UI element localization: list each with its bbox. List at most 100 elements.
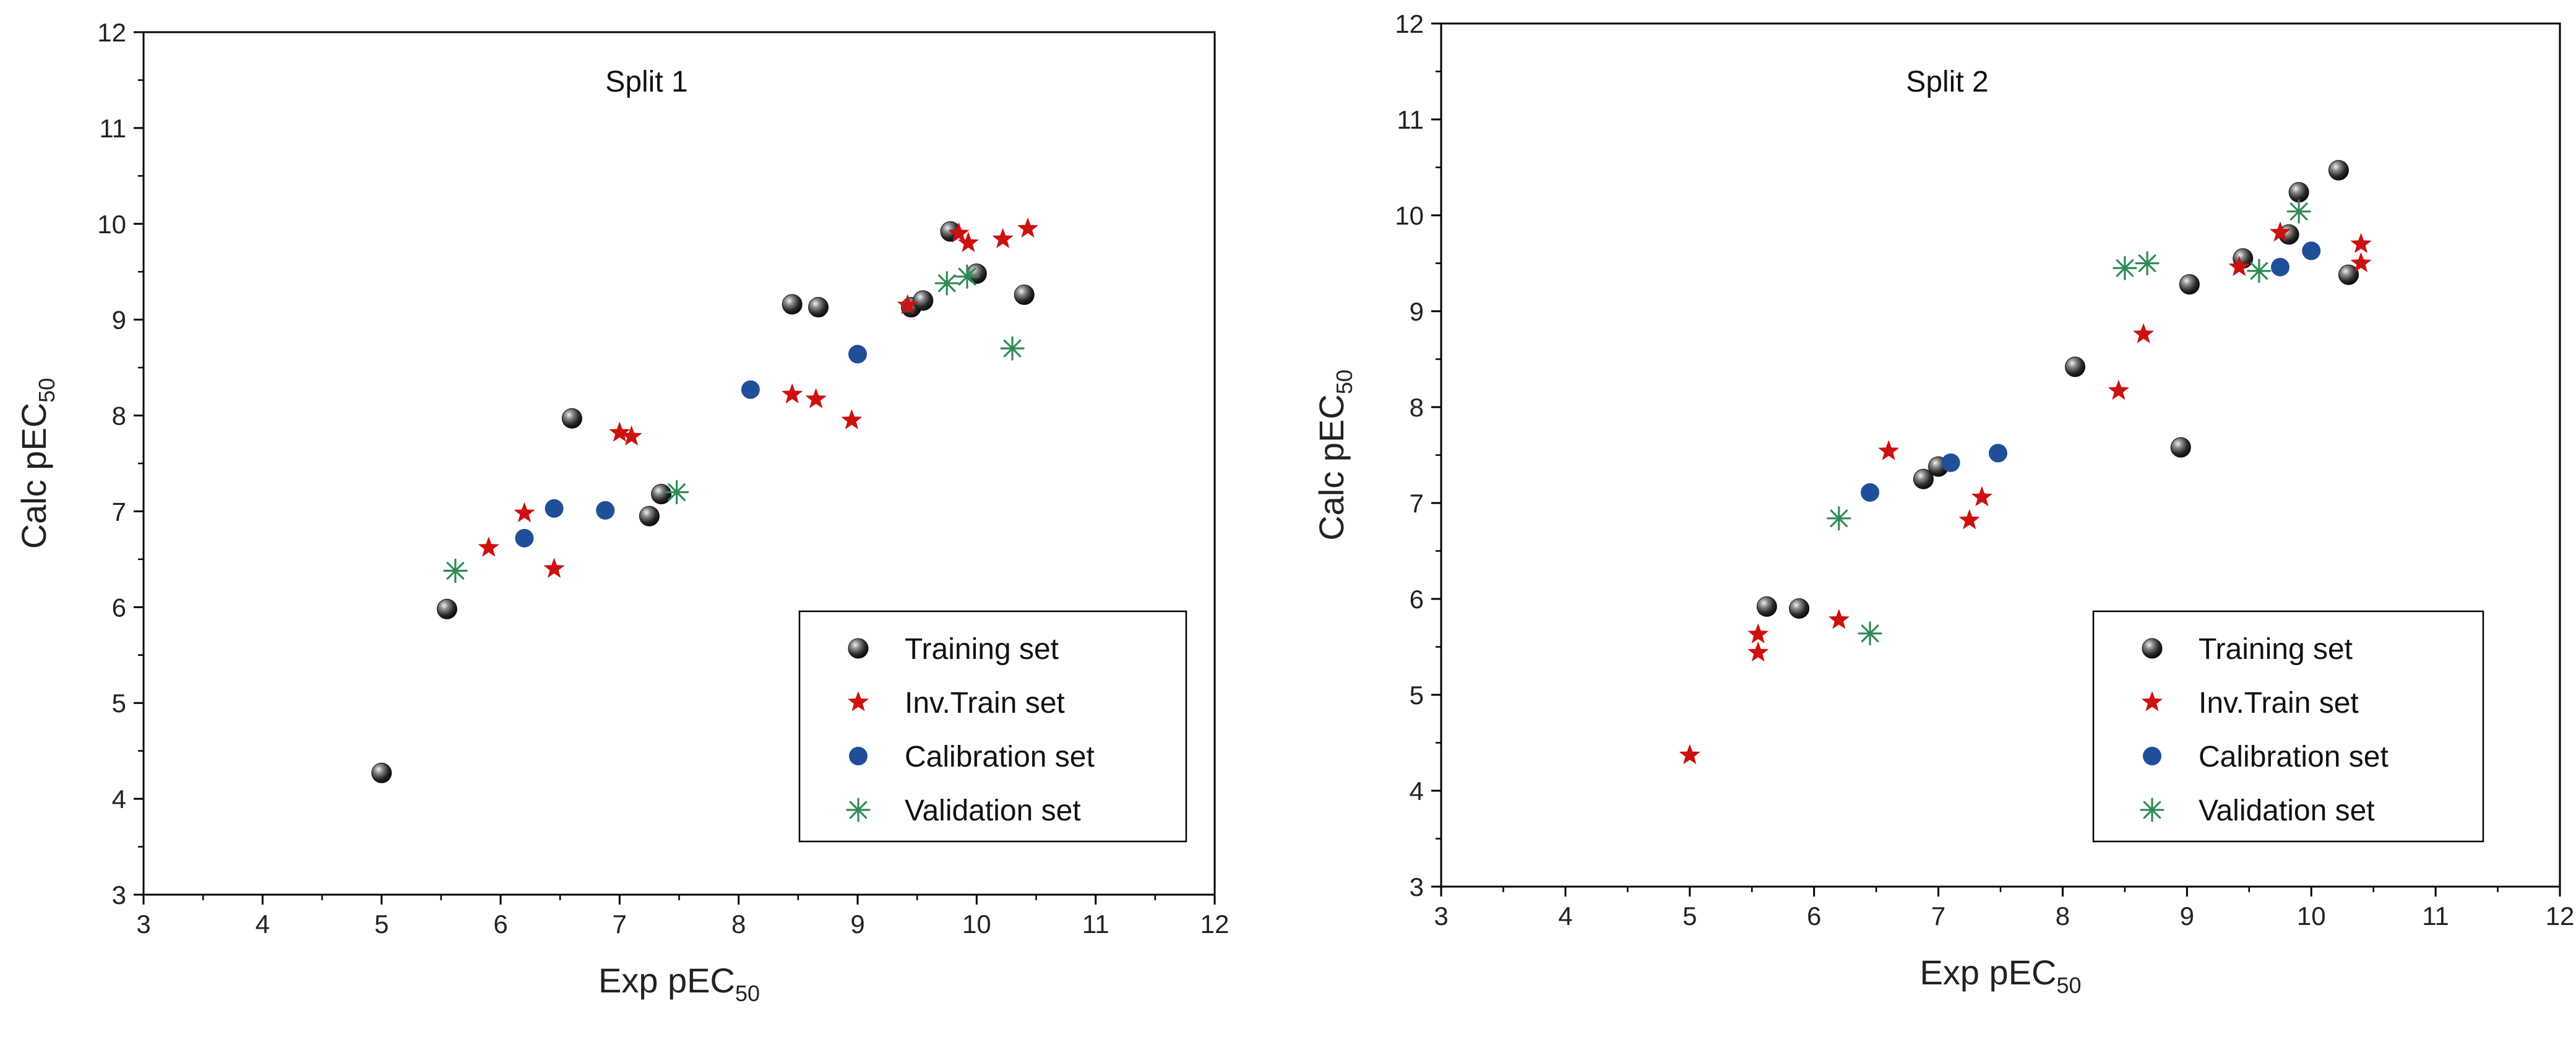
data-point (782, 294, 803, 315)
data-point (609, 421, 631, 442)
data-point (957, 231, 979, 252)
x-tick-label: 4 (256, 910, 270, 939)
y-tick-label: 7 (112, 497, 126, 526)
y-tick-label: 10 (97, 210, 126, 239)
x-tick-label: 3 (136, 910, 150, 939)
data-point (782, 383, 803, 404)
data-point (2179, 274, 2200, 295)
data-point (515, 528, 534, 548)
data-point (1014, 284, 1035, 305)
legend-marker (2141, 691, 2163, 712)
data-point (543, 557, 565, 578)
data-point (992, 228, 1014, 249)
y-axis-label: Calc pEC50 (14, 378, 59, 549)
legend-label: Training set (2199, 633, 2353, 666)
data-point (2108, 379, 2129, 400)
x-tick-label: 6 (493, 910, 507, 939)
chart-split-2: 3 4 5 6 7 8 9 10 11 12 3 4 5 6 7 8 9 10 11 12 Split 2 Exp pEC… (1312, 9, 2574, 998)
data-point (2269, 221, 2291, 242)
legend-marker (848, 638, 869, 659)
x-tick-label: 6 (1807, 901, 1821, 931)
data-point (913, 290, 934, 311)
x-tick-label: 8 (2056, 901, 2070, 931)
y-tick-label: 3 (112, 880, 126, 910)
data-point (1913, 468, 1934, 489)
data-point (561, 408, 582, 429)
data-point (1858, 621, 1882, 646)
data-point (665, 479, 689, 505)
x-tick-label: 4 (1558, 901, 1572, 931)
y-tick-label: 12 (1395, 9, 1424, 38)
data-point (2247, 259, 2272, 283)
data-point (1941, 453, 1960, 472)
x-tick-label: 9 (850, 910, 864, 939)
y-tick-label: 11 (1397, 105, 1424, 134)
data-point (639, 505, 660, 527)
series-inv-train-set (478, 217, 1039, 578)
data-point (2132, 323, 2155, 343)
data-point (2288, 182, 2309, 203)
x-tick-label: 9 (2180, 901, 2194, 931)
x-tick-label: 10 (962, 910, 991, 939)
series-inv-train-set (1679, 221, 2372, 765)
series-calibration-set (1861, 241, 2321, 502)
legend: Training set Inv.Train set Calibration set… (798, 610, 1187, 843)
x-tick-label: 7 (613, 910, 627, 939)
data-point (2286, 199, 2311, 224)
data-point (1000, 336, 1025, 361)
data-point (1827, 506, 1851, 531)
legend-label: Training set (905, 633, 1059, 666)
legend-label: Inv.Train set (905, 687, 1065, 720)
data-point (955, 264, 980, 289)
data-point (2338, 264, 2359, 285)
x-tick-label: 10 (2297, 901, 2326, 931)
data-point (808, 297, 829, 318)
legend-marker (846, 798, 871, 822)
y-tick-label: 8 (112, 402, 126, 431)
x-axis-label: Exp pEC50 (1919, 953, 2081, 998)
data-point (897, 294, 918, 314)
y-tick-label: 9 (112, 306, 126, 335)
series-validation-set (1827, 199, 2311, 646)
data-point (596, 501, 615, 520)
legend-marker (2142, 638, 2163, 659)
legend: Training set Inv.Train set Calibration set… (2092, 610, 2484, 843)
y-tick-label: 3 (1410, 872, 1424, 901)
data-point (2135, 251, 2160, 276)
data-point (371, 762, 392, 783)
chart-title: Split 1 (605, 66, 687, 98)
data-point (1017, 217, 1039, 238)
data-point (1789, 598, 1810, 619)
data-point (934, 271, 959, 296)
y-tick-label: 6 (1410, 585, 1424, 614)
chart-split-1: 3 4 5 6 7 8 9 10 11 12 3 4 5 6 7 8 9 10 11 12 Split 1 Exp pEC… (14, 18, 1229, 1006)
y-tick-label: 6 (112, 593, 126, 622)
data-point (2350, 252, 2372, 273)
legend-label: Calibration set (2199, 741, 2389, 773)
series-validation-set (443, 264, 1025, 583)
x-tick-label: 3 (1434, 901, 1448, 931)
y-tick-label: 4 (1410, 776, 1424, 806)
x-axis-label: Exp pEC50 (598, 961, 760, 1006)
x-tick-label: 12 (2546, 901, 2575, 931)
legend-marker (847, 691, 869, 712)
data-point (2302, 241, 2321, 260)
legend-label: Validation set (905, 794, 1081, 827)
data-point (2228, 256, 2250, 277)
x-tick-label: 11 (2422, 901, 2449, 931)
series-calibration-set (515, 345, 867, 548)
data-point (1679, 744, 1700, 765)
legend-marker (2143, 747, 2161, 765)
data-point (478, 536, 499, 557)
x-tick-label: 7 (1931, 901, 1945, 931)
data-point (443, 558, 468, 583)
series-training-set (1756, 160, 2359, 619)
data-point (2350, 233, 2372, 254)
data-point (2065, 356, 2086, 377)
x-tick-label: 12 (1200, 910, 1230, 939)
y-tick-label: 5 (112, 689, 126, 718)
data-point (1988, 444, 2007, 463)
data-point (545, 499, 564, 518)
chart-title: Split 2 (1906, 66, 1988, 98)
data-point (436, 598, 457, 619)
